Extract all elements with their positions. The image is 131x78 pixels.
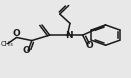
Text: O: O bbox=[85, 41, 93, 50]
Text: O: O bbox=[13, 29, 20, 38]
Text: O: O bbox=[23, 46, 30, 55]
Text: CH₃: CH₃ bbox=[1, 41, 13, 47]
Text: N: N bbox=[65, 31, 73, 40]
